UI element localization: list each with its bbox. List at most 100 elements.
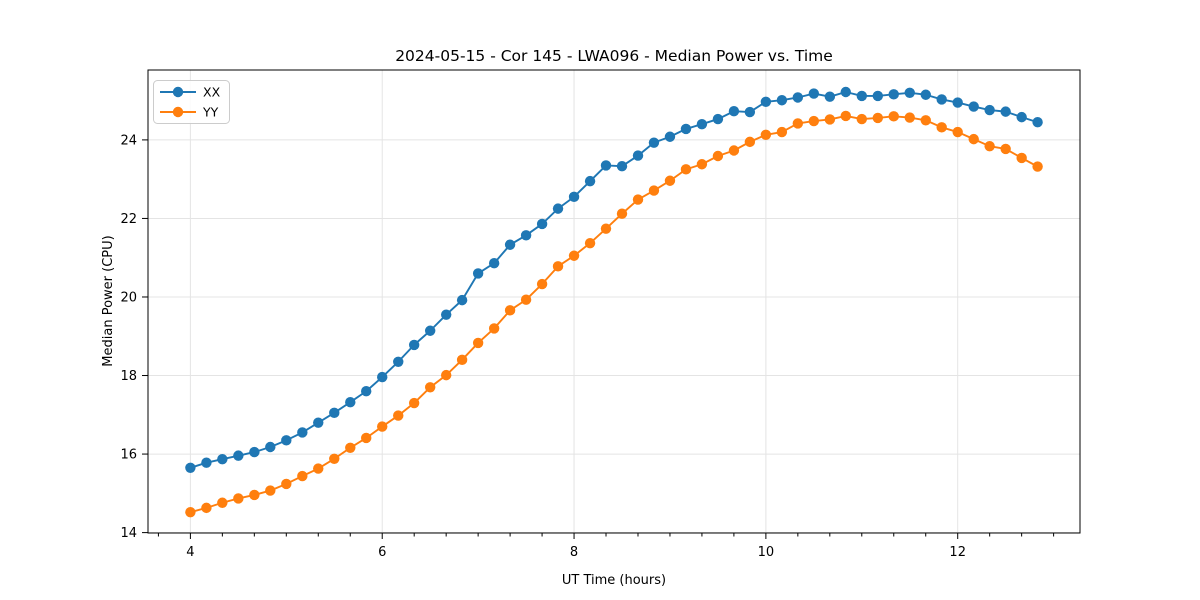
series-layer [185, 86, 1043, 518]
series-yy-point [185, 506, 196, 518]
series-xx-point [233, 450, 244, 461]
series-yy-point [361, 432, 372, 444]
series-yy-point [424, 382, 436, 393]
series-yy-point [936, 122, 947, 133]
series-yy-point [552, 261, 564, 272]
series-yy-point [281, 478, 292, 490]
series-yy-point [1032, 161, 1043, 172]
series-yy-point [520, 294, 532, 305]
series-yy-point [920, 115, 931, 126]
series-yy-point [249, 489, 260, 501]
series-yy-point [408, 397, 420, 409]
series-xx-line [189, 91, 1039, 469]
series-xx-point [345, 397, 356, 408]
series-xx-point [680, 123, 692, 135]
series-yy-point [744, 136, 756, 148]
series-yy-point [664, 175, 676, 186]
series-yy-point [904, 112, 915, 123]
series-xx-point [424, 325, 436, 336]
series-yy-point [377, 421, 388, 432]
series-yy-point [840, 110, 851, 122]
series-yy-point [856, 113, 867, 125]
series-xx-point [1016, 111, 1027, 123]
series-xx-point [872, 90, 884, 102]
tick-layer: 4 6 8 10 12 14 16 18 20 22 24 [120, 133, 1055, 560]
series-yy-point [1016, 152, 1027, 164]
series-yy-point [313, 463, 324, 474]
series-xx-point [249, 446, 260, 458]
series-yy-point [776, 126, 788, 138]
legend-label-xx: XX [203, 85, 221, 100]
series-xx-point [888, 89, 899, 100]
series-yy-point [265, 485, 276, 496]
series-xx-point [856, 90, 867, 102]
series-yy-point [393, 410, 404, 421]
series-xx-point [792, 92, 804, 103]
y-tick-label: 22 [120, 212, 137, 227]
series-yy-line [189, 114, 1039, 514]
series-yy-point [824, 114, 836, 125]
x-tick-label: 4 [186, 545, 194, 560]
x-tick-label: 8 [570, 545, 578, 560]
series-xx-point [361, 386, 372, 397]
series-xx-point [696, 118, 708, 130]
series-xx-point [217, 453, 228, 465]
series-xx-point [201, 457, 212, 468]
series-xx-point [297, 427, 308, 438]
series-xx-point [616, 161, 628, 172]
series-xx-point [504, 239, 516, 250]
series-xx-point [744, 106, 756, 118]
y-tick-label: 16 [120, 448, 137, 463]
grid-layer [148, 70, 1080, 534]
series-xx-point [776, 95, 788, 106]
legend: XX YY [153, 80, 230, 124]
series-xx-point [313, 417, 324, 428]
series-xx-point [185, 462, 196, 474]
series-xx-point [377, 371, 388, 383]
y-tick-label: 18 [120, 369, 137, 384]
series-yy-point [680, 164, 692, 175]
series-yy-point [456, 354, 468, 366]
series-yy-point [584, 237, 596, 249]
chart-title: 2024-05-15 - Cor 145 - LWA096 - Median P… [395, 47, 833, 65]
series-xx-point [920, 89, 931, 100]
series-yy-point [345, 442, 356, 453]
series-yy-point [632, 194, 644, 205]
series-yy-point [600, 223, 612, 234]
series-xx-point [600, 160, 612, 171]
plot-border [147, 69, 1081, 534]
series-yy-point [808, 115, 820, 127]
series-xx-point [1032, 117, 1043, 128]
series-yy-point [888, 111, 899, 122]
series-yy-point [760, 129, 772, 140]
series-yy-point [952, 126, 963, 138]
series-yy-point [568, 250, 580, 261]
series-yy-point [297, 470, 308, 482]
series-xx-point [408, 339, 420, 351]
y-axis-label: Median Power (CPU) [101, 235, 116, 366]
series-xx-point [488, 258, 500, 269]
x-tick-label: 6 [378, 545, 386, 560]
series-xx-point [393, 356, 404, 367]
series-xx-point [936, 94, 947, 105]
series-xx-point [808, 88, 820, 99]
series-yy-point [233, 493, 244, 504]
series-xx-point [984, 104, 995, 116]
series-xx-point [904, 87, 915, 98]
series-xx-point [712, 113, 724, 125]
series-yy-point [488, 323, 500, 334]
series-xx-point [840, 86, 851, 98]
series-yy-point [1000, 143, 1011, 155]
series-xx-point [520, 230, 532, 241]
legend-sample-marker-yy [172, 106, 184, 118]
series-xx-point [584, 175, 596, 187]
series-xx-point [1000, 106, 1011, 117]
y-tick-label: 24 [120, 133, 137, 148]
series-xx-point [265, 441, 276, 453]
series-xx-point [728, 106, 740, 117]
series-yy-point [616, 208, 628, 219]
series-yy-point [201, 502, 212, 514]
legend-label-yy: YY [202, 105, 219, 120]
